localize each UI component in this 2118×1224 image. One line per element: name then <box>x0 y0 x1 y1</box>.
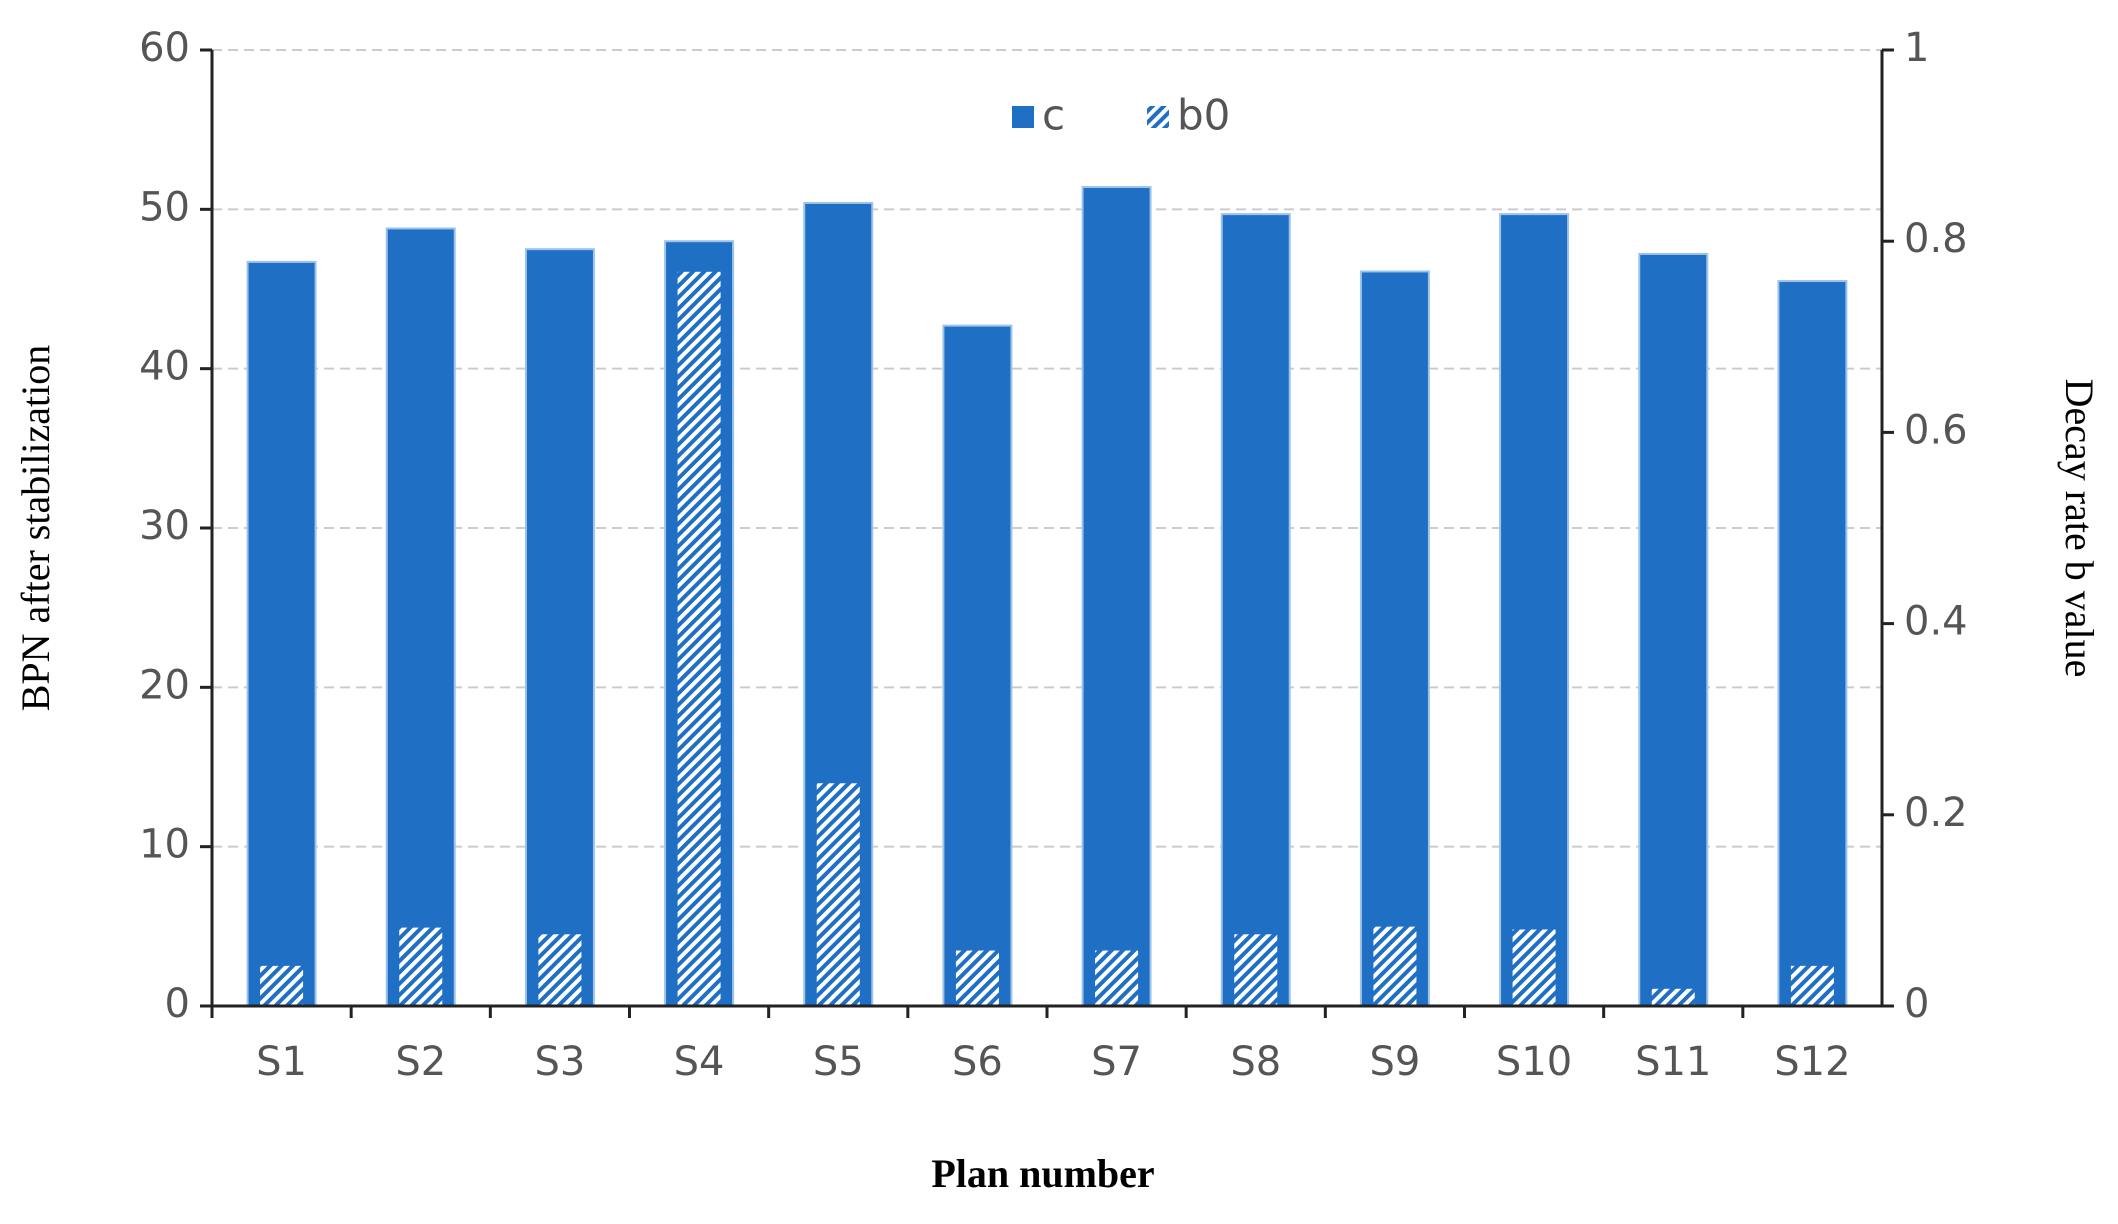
x-tick-label: S5 <box>813 1039 864 1085</box>
y2-tick-label: 0.2 <box>1904 790 1968 836</box>
x-tick-label: S4 <box>674 1039 725 1085</box>
legend-label: c <box>1042 91 1065 140</box>
hatched-bar <box>538 934 582 1006</box>
hatched-bar <box>955 950 999 1006</box>
y-tick-label: 60 <box>139 25 190 71</box>
hatched-bar <box>677 271 721 1006</box>
bar <box>942 324 1013 1007</box>
y-tick-label: 50 <box>139 184 190 230</box>
hatched-bar <box>260 965 304 1006</box>
y-tick-label: 0 <box>165 981 190 1027</box>
y2-tick-label: 0.6 <box>1904 407 1968 453</box>
bar <box>385 227 456 1008</box>
bar <box>524 248 595 1007</box>
x-tick-label: S12 <box>1774 1039 1850 1085</box>
y2-axis-title: Decay rate b value <box>2057 379 2102 678</box>
y-tick-label: 40 <box>139 344 190 390</box>
bar <box>246 260 317 1007</box>
hatched-bar <box>1234 934 1278 1006</box>
bar <box>1777 280 1848 1007</box>
y-tick-label: 20 <box>139 662 190 708</box>
y2-tick-label: 1 <box>1904 25 1929 71</box>
hatched-bar <box>399 927 443 1006</box>
legend-swatch <box>1147 106 1169 128</box>
hatched-bar <box>1790 965 1834 1006</box>
x-tick-label: S8 <box>1230 1039 1281 1085</box>
y-tick-label: 30 <box>139 503 190 549</box>
bar <box>1499 213 1570 1007</box>
x-tick-label: S10 <box>1496 1039 1572 1085</box>
bar <box>1081 186 1152 1007</box>
x-axis-title: Plan number <box>931 1151 1154 1196</box>
bar <box>1359 270 1430 1007</box>
y-axis-title: BPN after stabilization <box>13 345 58 712</box>
x-tick-label: S2 <box>395 1039 446 1085</box>
hatched-bar <box>1095 950 1139 1006</box>
y2-tick-label: 0.4 <box>1904 599 1968 645</box>
hatched-bar <box>1373 926 1417 1006</box>
hatched-bar <box>1651 988 1695 1006</box>
bar <box>1638 252 1709 1008</box>
x-tick-label: S11 <box>1635 1039 1711 1085</box>
legend-swatch <box>1012 106 1034 128</box>
hatched-bar <box>816 783 860 1006</box>
x-tick-label: S9 <box>1369 1039 1420 1085</box>
x-tick-label: S6 <box>952 1039 1003 1085</box>
y2-tick-label: 0 <box>1904 981 1929 1027</box>
x-tick-label: S7 <box>1091 1039 1142 1085</box>
hatched-bar <box>1512 929 1556 1006</box>
y2-tick-label: 0.8 <box>1904 216 1968 262</box>
bar <box>1220 213 1291 1007</box>
x-tick-label: S3 <box>534 1039 585 1085</box>
y-tick-label: 10 <box>139 822 190 868</box>
x-tick-label: S1 <box>256 1039 307 1085</box>
legend-label: b0 <box>1177 91 1230 140</box>
